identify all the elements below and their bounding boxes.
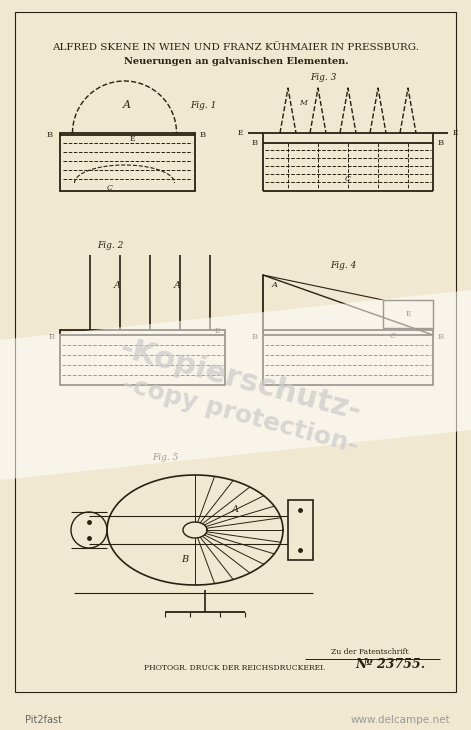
- Text: Fig. 1: Fig. 1: [190, 101, 216, 110]
- Text: E: E: [453, 129, 458, 137]
- Text: E: E: [237, 129, 243, 137]
- Text: Fig. 3: Fig. 3: [310, 74, 336, 82]
- Text: E: E: [214, 327, 220, 335]
- Text: Fig. 2: Fig. 2: [97, 240, 123, 250]
- Text: B: B: [438, 333, 444, 341]
- Bar: [288, 500, 313, 560]
- Text: B: B: [200, 131, 206, 139]
- Bar: [60, 133, 195, 191]
- Text: C: C: [345, 175, 351, 183]
- Text: ALFRED SKENE IN WIEN UND FRANZ KÜHMAIER IN PRESSBURG.: ALFRED SKENE IN WIEN UND FRANZ KÜHMAIER …: [52, 44, 420, 53]
- Text: E: E: [405, 310, 411, 318]
- Bar: [383, 300, 433, 328]
- Text: Pit2fast: Pit2fast: [25, 715, 62, 725]
- Text: B: B: [252, 139, 258, 147]
- Text: Neuerungen an galvanischen Elementen.: Neuerungen an galvanischen Elementen.: [124, 58, 349, 66]
- Text: B: B: [252, 333, 258, 341]
- Bar: [263, 330, 433, 385]
- Text: B: B: [47, 131, 53, 139]
- Text: -copy protection-: -copy protection-: [120, 372, 360, 458]
- Text: A: A: [173, 280, 180, 290]
- Text: M: M: [299, 99, 307, 107]
- Text: B: B: [49, 333, 55, 341]
- Text: C: C: [390, 332, 396, 340]
- Text: A: A: [122, 100, 130, 110]
- Text: -Kopierschutz-: -Kopierschutz-: [116, 334, 364, 426]
- Text: E: E: [129, 135, 135, 143]
- Text: B: B: [181, 556, 188, 564]
- Text: A: A: [232, 505, 238, 515]
- Polygon shape: [0, 290, 471, 480]
- Text: Nº 23755.: Nº 23755.: [355, 658, 425, 670]
- Text: www.delcampe.net: www.delcampe.net: [350, 715, 450, 725]
- Text: A: A: [114, 280, 121, 290]
- Text: B: B: [438, 139, 444, 147]
- Text: C: C: [106, 184, 113, 192]
- Text: PHOTOGR. DRUCK DER REICHSDRUCKEREI.: PHOTOGR. DRUCK DER REICHSDRUCKEREI.: [144, 664, 326, 672]
- Text: Fig. 4: Fig. 4: [330, 261, 356, 269]
- Text: A: A: [272, 281, 278, 289]
- Text: Fig. 5: Fig. 5: [152, 453, 178, 461]
- Text: Zu der Patentschrift: Zu der Patentschrift: [331, 648, 409, 656]
- Bar: [60, 330, 225, 385]
